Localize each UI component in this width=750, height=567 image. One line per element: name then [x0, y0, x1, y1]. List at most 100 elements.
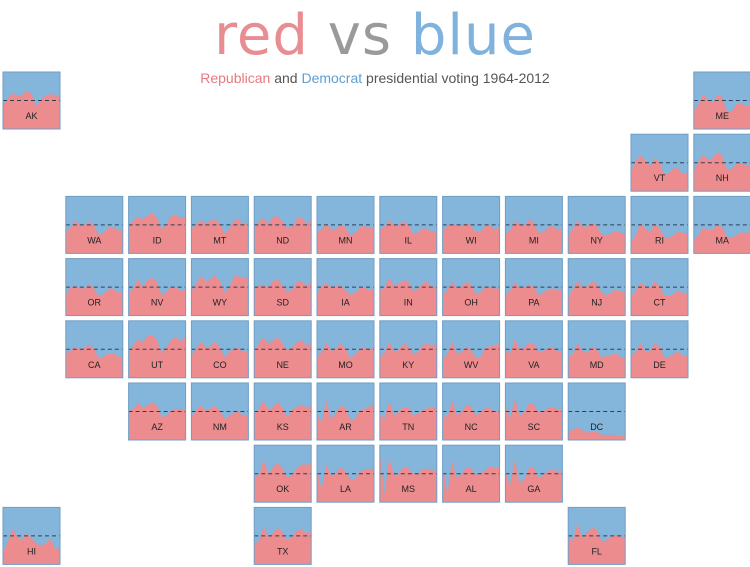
tile-border [567, 258, 626, 317]
republican-area [317, 400, 374, 440]
tile-border [567, 195, 626, 254]
state-label: NC [465, 422, 478, 432]
republican-area [191, 275, 249, 316]
state-tile-ms: MS [379, 444, 438, 503]
republican-area [254, 216, 312, 254]
state-tile-ky: KY [379, 320, 438, 379]
state-tile-ga: GA [504, 444, 563, 503]
state-label: WY [213, 298, 228, 308]
state-tile-mo: MO [316, 320, 375, 379]
state-tile-ca: CA [65, 320, 124, 379]
republican-area [568, 343, 626, 378]
republican-area [693, 93, 750, 129]
republican-area [3, 90, 60, 129]
state-tile-al: AL [442, 444, 501, 503]
title-blue: blue [410, 3, 536, 68]
state-label: OH [464, 298, 478, 308]
state-label: NV [151, 298, 164, 308]
republican-area [631, 343, 688, 378]
republican-area [505, 219, 563, 254]
tile-border [379, 320, 438, 379]
state-label: MS [402, 484, 416, 494]
republican-area [568, 427, 626, 440]
state-tile-ia: IA [316, 258, 375, 317]
state-tile-mi: MI [504, 195, 563, 254]
tile-border [504, 444, 563, 503]
state-label: UT [151, 360, 163, 370]
state-tile-dc: DC [567, 382, 626, 441]
state-label: AZ [151, 422, 163, 432]
republican-area [631, 223, 688, 254]
tile-border [379, 258, 438, 317]
subtitle-democrat: Democrat [301, 70, 363, 86]
state-tile-wv: WV [442, 320, 501, 379]
tile-border [316, 258, 375, 317]
republican-area [568, 523, 626, 565]
republican-area [505, 281, 563, 316]
state-tile-il: IL [379, 195, 438, 254]
chart-title: red vs blue [0, 4, 750, 68]
republican-area [254, 401, 312, 440]
tile-border [253, 195, 312, 254]
tile-border [253, 506, 312, 565]
republican-area [379, 401, 437, 440]
tile-border [253, 444, 312, 503]
tile-border [442, 258, 501, 317]
republican-area [317, 342, 374, 378]
tile-border [128, 258, 187, 317]
subtitle-rest: presidential voting 1964-2012 [366, 70, 550, 86]
state-tile-ct: CT [630, 258, 689, 317]
republican-area [505, 459, 563, 503]
state-label: HI [27, 546, 36, 556]
state-label: OR [88, 298, 102, 308]
state-label: NH [716, 173, 729, 183]
tile-border [65, 320, 124, 379]
state-tile-id: ID [128, 195, 187, 254]
state-label: DC [590, 422, 603, 432]
state-label: ID [153, 235, 163, 245]
state-tile-ne: NE [253, 320, 312, 379]
republican-area [254, 337, 312, 378]
tile-border [693, 195, 750, 254]
state-label: SD [276, 298, 289, 308]
tile-border [442, 195, 501, 254]
tile-border [379, 382, 438, 441]
state-tile-wi: WI [442, 195, 501, 254]
tile-border [630, 195, 689, 254]
state-label: AL [466, 484, 477, 494]
state-label: GA [527, 484, 540, 494]
tile-border [128, 382, 187, 441]
republican-area [317, 223, 374, 254]
state-label: WI [466, 235, 477, 245]
state-tile-mn: MN [316, 195, 375, 254]
republican-area [505, 339, 563, 378]
state-tile-nj: NJ [567, 258, 626, 317]
tile-border [253, 320, 312, 379]
state-label: RI [655, 235, 664, 245]
state-tile-wa: WA [65, 195, 124, 254]
republican-area [379, 341, 437, 378]
tile-border [567, 382, 626, 441]
state-label: MI [529, 235, 539, 245]
state-tile-az: AZ [128, 382, 187, 441]
state-tile-de: DE [630, 320, 689, 379]
republican-area [379, 219, 437, 254]
tile-border [190, 195, 249, 254]
state-label: OK [276, 484, 289, 494]
republican-area [254, 279, 312, 316]
republican-area [568, 280, 626, 316]
state-label: TX [277, 546, 289, 556]
state-label: FL [591, 546, 602, 556]
state-tile-ok: OK [253, 444, 312, 503]
tile-border [316, 382, 375, 441]
state-tile-vt: VT [630, 133, 689, 192]
tile-border [2, 506, 61, 565]
state-label: MO [338, 360, 353, 370]
state-tile-oh: OH [442, 258, 501, 317]
state-label: IN [404, 298, 413, 308]
state-label: AK [25, 111, 37, 121]
state-label: MD [590, 360, 604, 370]
title-vs: vs [327, 3, 393, 68]
republican-area [379, 452, 437, 503]
